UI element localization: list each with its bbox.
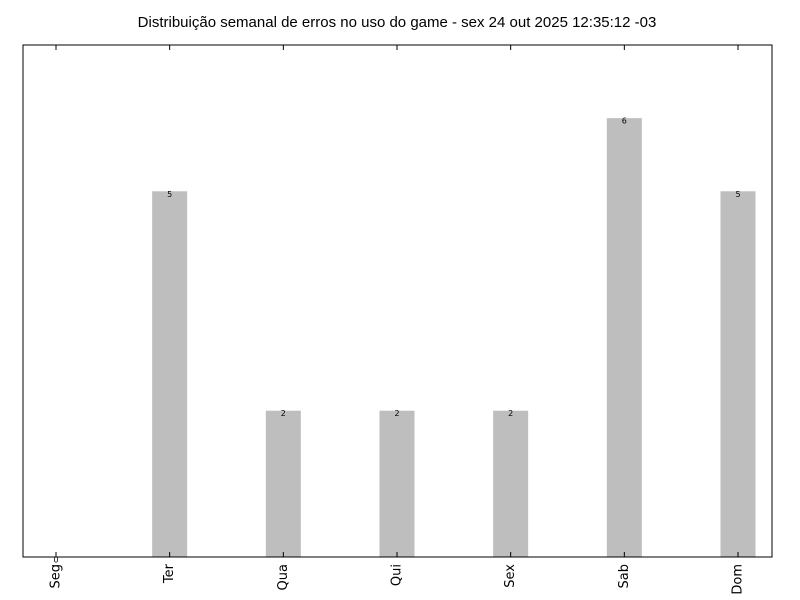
bar-sex	[493, 410, 529, 557]
data-labels-group: 0 5 2 2 2 6 5	[53, 117, 740, 565]
x-tick-label-dom: Dom	[731, 564, 746, 595]
ticks-group	[55, 45, 739, 557]
data-label-ter: 5	[167, 190, 172, 199]
bars-group	[152, 118, 756, 558]
data-label-seg: 0	[53, 556, 58, 565]
data-label-dom: 5	[735, 190, 740, 199]
bar-sab	[606, 118, 642, 558]
plot-frame	[22, 44, 773, 558]
data-label-sab: 6	[622, 117, 627, 126]
bar-ter	[152, 191, 188, 558]
x-tick-labels-group: Seg Ter Qua Qui Sex Sab Dom	[49, 563, 746, 594]
x-tick-label-sab: Sab	[617, 564, 632, 588]
x-tick-label-ter: Ter	[162, 563, 177, 584]
chart-title: Distribuição semanal de erros no uso do …	[138, 14, 657, 31]
data-label-qui: 2	[394, 409, 399, 418]
x-tick-label-qua: Qua	[276, 564, 291, 590]
data-label-qua: 2	[281, 409, 286, 418]
x-tick-label-sex: Sex	[503, 564, 518, 588]
x-tick-label-qui: Qui	[390, 564, 405, 586]
bar-qui	[379, 410, 415, 557]
data-label-sex: 2	[508, 409, 513, 418]
x-tick-label-seg: Seg	[49, 564, 64, 589]
bar-qua	[265, 410, 301, 557]
bar-dom	[720, 191, 756, 558]
